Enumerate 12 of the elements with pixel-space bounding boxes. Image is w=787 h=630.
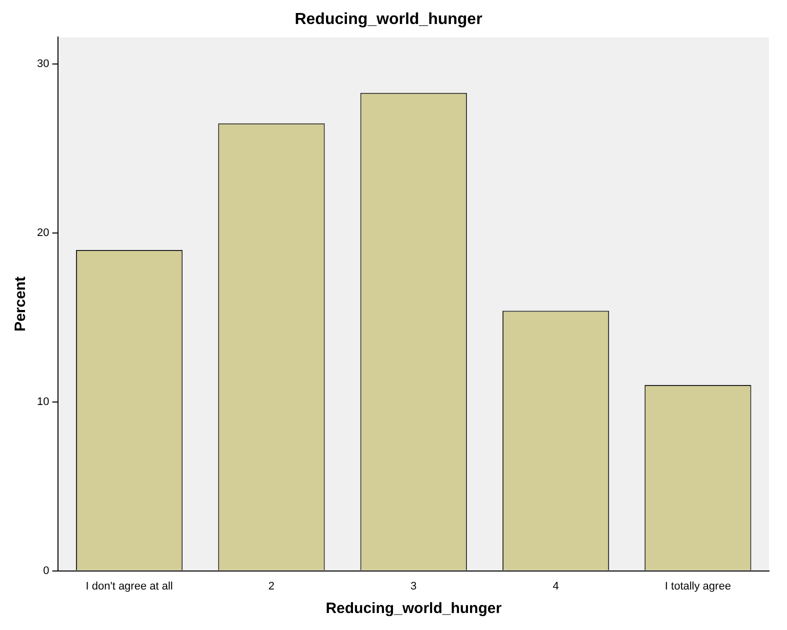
x-tick-label: I totally agree [664,580,731,592]
y-tick-label: 0 [43,564,50,577]
y-tick-label: 20 [36,227,50,240]
y-tick-label: 10 [36,396,50,408]
x-tick-label: 4 [552,580,559,592]
x-axis-title: Reducing_world_hunger [326,600,502,618]
x-tick-label: 2 [268,580,275,592]
x-tick-label: 3 [410,580,417,592]
chart-title: Reducing_world_hunger [294,11,482,28]
y-axis-title: Percent [12,276,30,332]
y-tick-label: 30 [36,58,50,70]
x-tick-label: I don't agree at all [86,580,173,592]
